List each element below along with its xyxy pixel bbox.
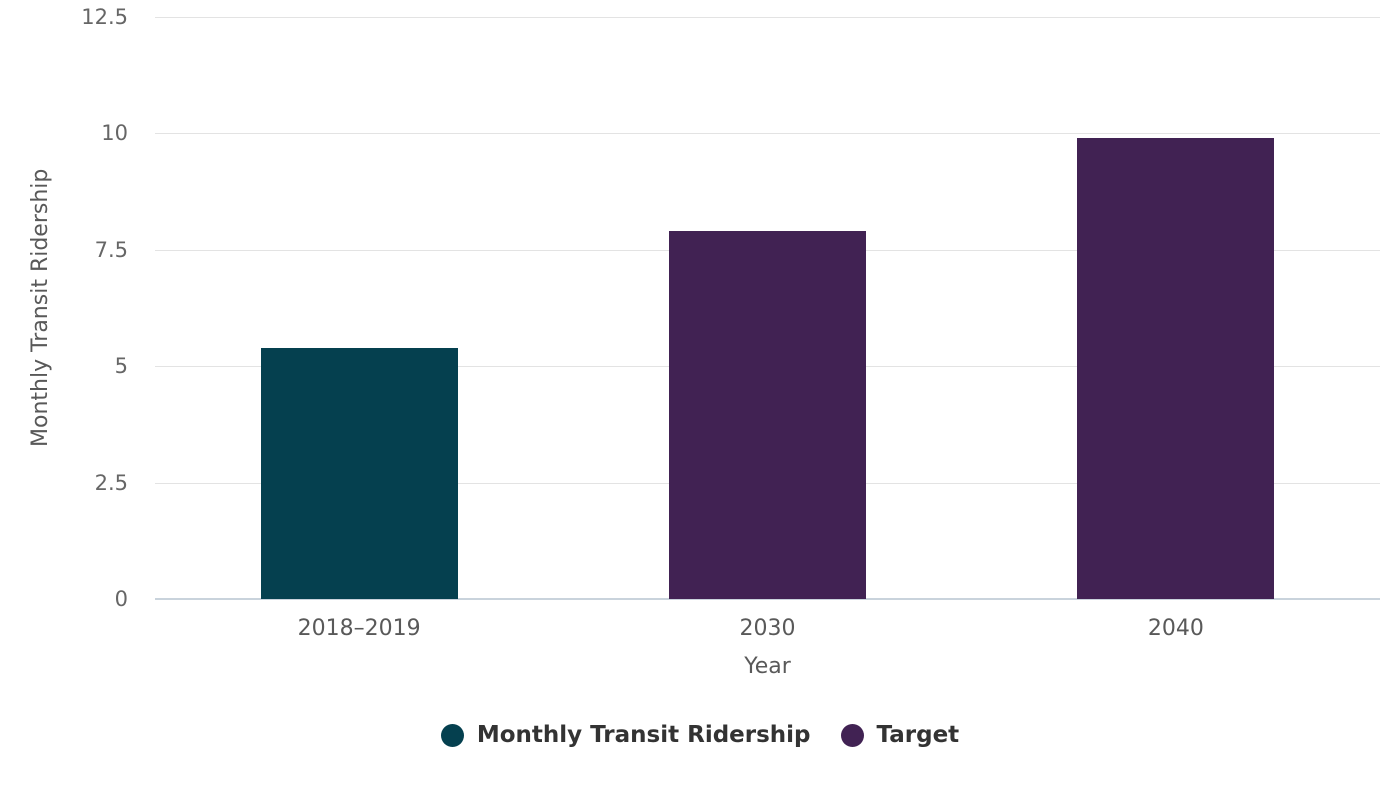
gridline <box>155 133 1380 135</box>
x-tick-label-2040: 2040 <box>1147 616 1204 641</box>
legend-label: Monthly Transit Ridership <box>476 722 811 748</box>
legend-swatch-icon <box>840 723 864 747</box>
bar-2018-2019[interactable] <box>260 347 458 599</box>
gridline <box>155 17 1380 18</box>
legend-swatch-icon <box>440 723 464 747</box>
y-tick-label-10: 10 <box>101 121 128 146</box>
legend: Monthly Transit Ridership Target <box>0 722 1400 748</box>
y-tick-label-5: 5 <box>114 354 128 379</box>
y-axis-title: Monthly Transit Ridership <box>28 168 53 448</box>
bar-2030[interactable] <box>669 231 866 599</box>
y-tick-label-12-5: 12.5 <box>81 5 128 29</box>
x-tick-label-2018-2019: 2018–2019 <box>297 616 421 641</box>
x-tick-label-2030: 2030 <box>739 616 796 641</box>
y-tick-label-0: 0 <box>114 587 128 611</box>
legend-item-target[interactable]: Target <box>840 722 960 748</box>
x-axis-baseline <box>155 598 1380 600</box>
plot-area <box>155 17 1380 600</box>
y-tick-label-2-5: 2.5 <box>94 470 128 495</box>
bar-2040[interactable] <box>1077 138 1275 599</box>
x-axis-title: Year <box>744 654 791 679</box>
y-tick-label-7-5: 7.5 <box>94 237 128 262</box>
legend-label: Target <box>876 722 960 748</box>
legend-item-monthly-transit-ridership[interactable]: Monthly Transit Ridership <box>440 722 811 748</box>
